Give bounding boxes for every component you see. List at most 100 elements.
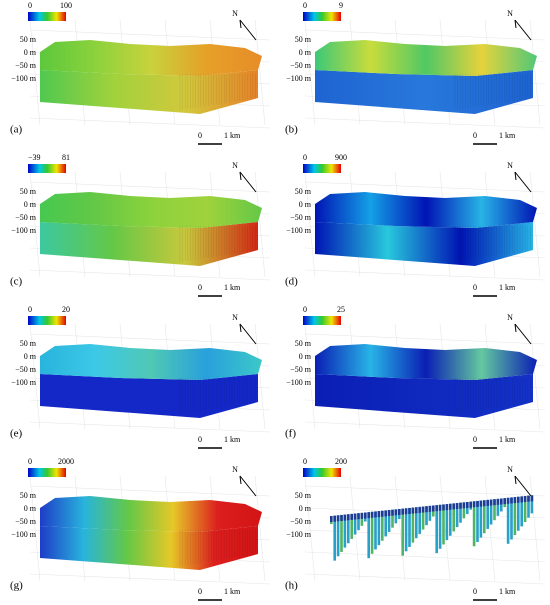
panel-label: (a) bbox=[10, 124, 23, 136]
scale-start: 0 bbox=[198, 587, 202, 596]
model-column bbox=[374, 511, 377, 550]
background-grid bbox=[29, 269, 271, 281]
background-grid bbox=[29, 19, 41, 126]
colorbar bbox=[28, 316, 66, 325]
background-grid bbox=[304, 323, 316, 430]
background-grid bbox=[304, 485, 546, 497]
depth-label: −100 m bbox=[286, 74, 312, 83]
depth-label: 0 m bbox=[24, 504, 37, 513]
model-column-top bbox=[520, 496, 523, 503]
depth-label: −100 m bbox=[286, 530, 312, 539]
model-column bbox=[445, 504, 449, 541]
north-arrow bbox=[239, 323, 242, 333]
model-column bbox=[442, 504, 445, 545]
background-grid bbox=[304, 551, 546, 563]
model-column-top bbox=[486, 499, 489, 506]
model-column bbox=[455, 503, 459, 528]
model-column-top bbox=[476, 500, 479, 507]
north-arrow bbox=[239, 171, 242, 181]
background-grid bbox=[254, 19, 266, 126]
panel: 0 20 50 m 0 m −50 m −100 m N (e) 0 1 km bbox=[10, 305, 271, 449]
north-label: N bbox=[232, 161, 238, 170]
depth-label: −50 m bbox=[290, 365, 312, 374]
north-label: N bbox=[232, 9, 238, 18]
model-column bbox=[336, 515, 340, 557]
model-column-top bbox=[455, 503, 459, 510]
model-column-top bbox=[500, 498, 503, 505]
model-column-top bbox=[459, 502, 462, 509]
background-grid bbox=[304, 29, 546, 41]
depth-label: 0 m bbox=[299, 504, 312, 513]
colorbar-min: 0 bbox=[303, 153, 307, 162]
model-column-top bbox=[401, 508, 404, 515]
model-column-top bbox=[387, 510, 391, 517]
panel-label: (g) bbox=[10, 580, 23, 592]
model-column bbox=[421, 506, 425, 530]
north-arrow bbox=[514, 19, 532, 41]
model-column-top bbox=[479, 500, 483, 507]
panel: 0 9 50 m 0 m −50 m −100 m N (b) 0 1 km bbox=[285, 1, 546, 145]
panel: 0 900 50 m 0 m −50 m −100 m N (d) 0 1 km bbox=[285, 153, 546, 297]
panel: 0 2000 50 m 0 m −50 m −100 m N (g) 0 1 km bbox=[10, 457, 271, 601]
panel: 0 100 50 m 0 m −50 m −100 m N (a) 0 1 km bbox=[10, 1, 271, 145]
colorbar-min: 0 bbox=[303, 1, 307, 10]
north-arrow bbox=[239, 323, 257, 345]
depth-label: 50 m bbox=[20, 491, 37, 500]
model-front bbox=[315, 374, 533, 418]
background-grid bbox=[304, 117, 546, 129]
scale-end: 1 km bbox=[224, 131, 241, 140]
model-front bbox=[40, 526, 258, 570]
model-column-top bbox=[336, 515, 340, 522]
depth-label: −100 m bbox=[11, 378, 37, 387]
background-grid bbox=[304, 421, 546, 433]
model-column-top bbox=[496, 498, 500, 505]
background-grid bbox=[529, 323, 541, 430]
background-grid bbox=[29, 475, 41, 582]
depth-label: −100 m bbox=[11, 530, 37, 539]
model-top bbox=[315, 344, 537, 380]
model-column bbox=[411, 507, 415, 543]
model-column bbox=[496, 498, 500, 516]
model-column-top bbox=[425, 506, 428, 513]
model-column-top bbox=[364, 512, 367, 519]
model-column-top bbox=[527, 495, 530, 502]
model-column bbox=[530, 495, 534, 514]
model-column-top bbox=[377, 511, 381, 518]
depth-label: −50 m bbox=[15, 61, 37, 70]
background-grid bbox=[529, 19, 541, 126]
scale-end: 1 km bbox=[499, 435, 516, 444]
background-grid bbox=[304, 475, 316, 582]
model-front bbox=[40, 70, 258, 114]
model-top bbox=[315, 40, 537, 76]
model-column bbox=[462, 502, 466, 519]
model-column bbox=[333, 515, 336, 561]
background-grid bbox=[29, 117, 271, 129]
panel: 0 25 50 m 0 m −50 m −100 m N (f) 0 1 km bbox=[285, 305, 546, 449]
model-column-top bbox=[421, 506, 425, 513]
colorbar-max: 9 bbox=[339, 1, 343, 10]
model-column bbox=[425, 506, 428, 526]
colorbar bbox=[28, 468, 66, 477]
model-column bbox=[428, 505, 432, 521]
model-top bbox=[40, 344, 262, 380]
model-front bbox=[315, 222, 533, 266]
depth-label: −50 m bbox=[290, 61, 312, 70]
colorbar-max: 100 bbox=[60, 1, 72, 10]
depth-label: 50 m bbox=[295, 187, 312, 196]
colorbar-max: 900 bbox=[335, 153, 347, 162]
model-column-top bbox=[466, 502, 469, 508]
colorbar-max: 200 bbox=[335, 457, 347, 466]
north-arrow bbox=[514, 171, 532, 193]
model-column-top bbox=[442, 504, 445, 511]
background-grid bbox=[304, 181, 546, 193]
colorbar bbox=[303, 468, 341, 477]
depth-label: −100 m bbox=[286, 226, 312, 235]
model-column bbox=[384, 510, 387, 537]
north-arrow bbox=[239, 475, 257, 497]
depth-label: 0 m bbox=[24, 352, 37, 361]
depth-label: 0 m bbox=[299, 200, 312, 209]
depth-label: −100 m bbox=[11, 226, 37, 235]
model-column bbox=[408, 507, 411, 547]
model-column-top bbox=[523, 496, 527, 503]
